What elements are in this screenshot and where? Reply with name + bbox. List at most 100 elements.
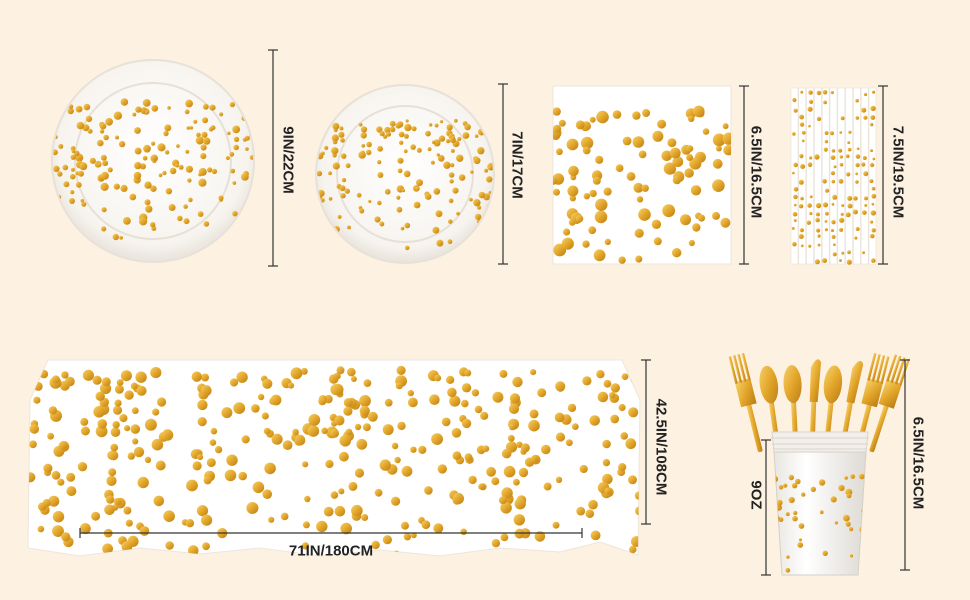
gold-dot (135, 106, 142, 113)
gold-dot (807, 162, 813, 167)
gold-dot (593, 249, 606, 262)
gold-dot (377, 200, 382, 206)
gold-dot (379, 459, 391, 471)
gold-dot (838, 259, 842, 262)
gold-dot (448, 219, 453, 224)
gold-dot (324, 145, 329, 150)
gold-dot (83, 103, 91, 111)
gold-dot (95, 391, 105, 401)
gold-dot (632, 136, 645, 148)
gold-dot (410, 446, 417, 453)
gold-dot (534, 531, 546, 542)
gold-dot (389, 126, 396, 133)
gold-dot (337, 214, 342, 219)
gold-dot (447, 239, 453, 245)
gold-dot (400, 226, 405, 231)
gold-dot (638, 150, 647, 159)
gold-dot (473, 157, 481, 165)
gold-dot (461, 399, 469, 408)
gold-dot (65, 376, 75, 387)
gold-dot (227, 131, 231, 136)
gold-dot (439, 120, 444, 124)
gold-dot (202, 103, 209, 110)
gold-dot (185, 519, 195, 528)
gold-dot (198, 172, 202, 177)
gold-dot (145, 205, 153, 213)
gold-dot (453, 118, 458, 123)
gold-dot (722, 123, 729, 130)
gold-dot (492, 391, 504, 403)
gold-dot (687, 115, 695, 123)
straw (790, 87, 799, 265)
gold-dot (102, 543, 113, 555)
gold-dot (651, 219, 662, 229)
gold-dot (597, 391, 609, 403)
fork-utensil (869, 354, 910, 453)
gold-dot (847, 195, 853, 201)
gold-dot (157, 143, 166, 152)
gold-dot (448, 172, 455, 178)
gold-dot (443, 161, 451, 169)
gold-dot (822, 550, 828, 556)
gold-dot (832, 194, 838, 200)
gold-dot (151, 141, 156, 146)
gold-dot (201, 514, 213, 526)
gold-dot (653, 237, 662, 246)
gold-dot (292, 428, 299, 436)
gold-dot (500, 502, 512, 514)
gold-dot (464, 453, 473, 461)
gold-dot (861, 162, 866, 167)
gold-dot (632, 111, 641, 120)
gold-dot (575, 215, 584, 223)
gold-dot (318, 397, 327, 406)
gold-dot (838, 484, 845, 492)
gold-dot (862, 210, 867, 216)
gold-dot (334, 243, 339, 248)
gold-dot (336, 366, 345, 375)
gold-dot (633, 182, 644, 193)
gold-dot (161, 429, 174, 441)
gold-dot (825, 211, 829, 216)
gold-dot (345, 428, 353, 436)
gold-dot (588, 226, 597, 235)
gold-dot (471, 389, 480, 397)
gold-dot (809, 99, 814, 104)
gold-dot (99, 129, 105, 134)
gold-dot (211, 168, 218, 175)
gold-dot (137, 476, 149, 489)
gold-dot (793, 510, 798, 516)
gold-dot (798, 204, 804, 209)
gold-dot (242, 137, 247, 142)
gold-dot (341, 177, 347, 183)
gold-dot (474, 405, 483, 414)
gold-dot (197, 454, 204, 461)
gold-dot (361, 514, 369, 521)
gold-dot (809, 195, 813, 199)
gold-dot (697, 214, 706, 222)
gold-dot (871, 193, 877, 199)
gold-dot (840, 212, 844, 216)
gold-dot (629, 545, 637, 554)
gold-dot (491, 477, 500, 486)
gold-dot (74, 150, 80, 157)
gold-dot (509, 423, 516, 431)
gold-dot (280, 512, 289, 521)
gold-dot (702, 128, 710, 135)
gold-dot (189, 126, 194, 130)
gold-dot (399, 140, 404, 145)
gold-dot (186, 479, 198, 492)
gold-dot (360, 132, 367, 139)
gold-dot (871, 258, 876, 263)
gold-dot (602, 458, 611, 467)
gold-dot (841, 204, 845, 207)
gold-dot (330, 429, 339, 438)
straw (860, 87, 869, 265)
gold-dot (361, 143, 366, 148)
gold-dot (477, 234, 485, 242)
gold-dot (127, 452, 135, 460)
gold-dot (202, 542, 210, 551)
gold-dot (112, 233, 120, 241)
gold-dot (843, 514, 850, 522)
gold-dot (590, 530, 601, 541)
gold-dot (569, 195, 576, 202)
